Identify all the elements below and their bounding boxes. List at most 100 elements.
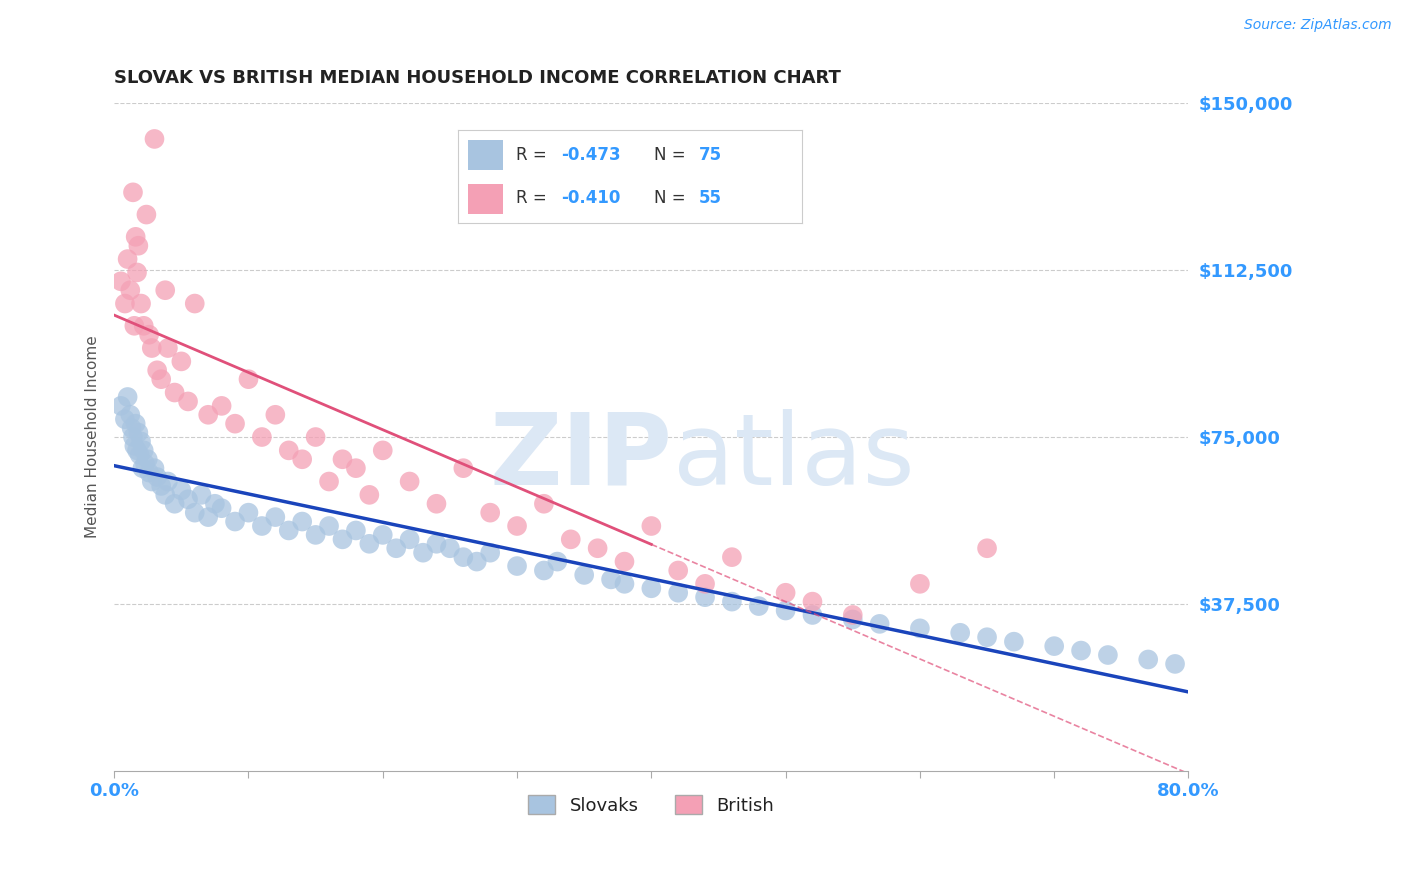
Point — [425, 537, 447, 551]
Point — [801, 594, 824, 608]
Point — [120, 408, 142, 422]
Point — [156, 475, 179, 489]
Point — [128, 448, 150, 462]
Point — [277, 524, 299, 538]
Point — [277, 443, 299, 458]
Point — [224, 515, 246, 529]
Point — [453, 550, 475, 565]
Point — [129, 296, 152, 310]
Text: SLOVAK VS BRITISH MEDIAN HOUSEHOLD INCOME CORRELATION CHART: SLOVAK VS BRITISH MEDIAN HOUSEHOLD INCOM… — [114, 69, 841, 87]
Point — [1137, 652, 1160, 666]
Point — [359, 488, 381, 502]
Point — [842, 612, 865, 626]
Point — [264, 408, 287, 422]
Point — [238, 372, 260, 386]
Point — [170, 354, 193, 368]
Point — [121, 421, 143, 435]
Point — [546, 555, 568, 569]
Point — [304, 528, 326, 542]
Point — [479, 546, 502, 560]
Text: ZIP: ZIP — [489, 409, 673, 506]
Point — [122, 186, 145, 200]
Point — [117, 390, 139, 404]
Point — [291, 452, 314, 467]
Point — [425, 497, 447, 511]
Point — [138, 327, 160, 342]
Point — [721, 550, 744, 565]
Point — [211, 399, 233, 413]
Point — [304, 430, 326, 444]
Point — [439, 541, 461, 556]
Point — [170, 483, 193, 498]
Point — [371, 528, 394, 542]
Point — [412, 546, 434, 560]
Point — [124, 318, 146, 333]
Point — [748, 599, 770, 613]
Point — [141, 341, 163, 355]
Point — [640, 582, 662, 596]
Point — [197, 408, 219, 422]
Point — [506, 519, 529, 533]
Point — [177, 492, 200, 507]
Point — [163, 497, 186, 511]
Point — [318, 519, 340, 533]
Point — [124, 229, 146, 244]
Point — [132, 443, 155, 458]
Point — [344, 524, 367, 538]
Point — [640, 519, 662, 533]
Point — [949, 625, 972, 640]
Point — [1043, 639, 1066, 653]
Point — [453, 461, 475, 475]
Point — [135, 208, 157, 222]
Point — [908, 621, 931, 635]
Point — [332, 533, 354, 547]
Point — [572, 568, 595, 582]
Point — [908, 577, 931, 591]
Point — [143, 461, 166, 475]
Point — [613, 577, 636, 591]
Point — [842, 607, 865, 622]
Point — [506, 559, 529, 574]
Point — [533, 564, 555, 578]
Point — [398, 533, 420, 547]
Point — [976, 541, 998, 556]
Point — [163, 385, 186, 400]
Point — [291, 515, 314, 529]
Point — [131, 461, 153, 475]
Point — [197, 510, 219, 524]
Point — [146, 470, 169, 484]
Point — [666, 564, 689, 578]
Point — [141, 475, 163, 489]
Point — [110, 274, 132, 288]
Point — [560, 533, 582, 547]
Point — [250, 519, 273, 533]
Point — [533, 497, 555, 511]
Point — [359, 537, 381, 551]
Point — [693, 590, 716, 604]
Point — [117, 252, 139, 266]
Y-axis label: Median Household Income: Median Household Income — [86, 335, 100, 539]
Point — [1097, 648, 1119, 662]
Point — [600, 573, 623, 587]
Point — [465, 555, 488, 569]
Point — [134, 457, 156, 471]
Point — [125, 265, 148, 279]
Point — [1002, 634, 1025, 648]
Point — [398, 475, 420, 489]
Point — [250, 430, 273, 444]
Point — [666, 586, 689, 600]
Point — [204, 497, 226, 511]
Point — [124, 417, 146, 431]
Point — [155, 488, 177, 502]
Point — [318, 475, 340, 489]
Point — [125, 443, 148, 458]
Point — [479, 506, 502, 520]
Point — [150, 479, 173, 493]
Point — [110, 399, 132, 413]
Point — [150, 372, 173, 386]
Point — [385, 541, 408, 556]
Point — [184, 506, 207, 520]
Point — [127, 425, 149, 440]
Point — [120, 283, 142, 297]
Point — [143, 132, 166, 146]
